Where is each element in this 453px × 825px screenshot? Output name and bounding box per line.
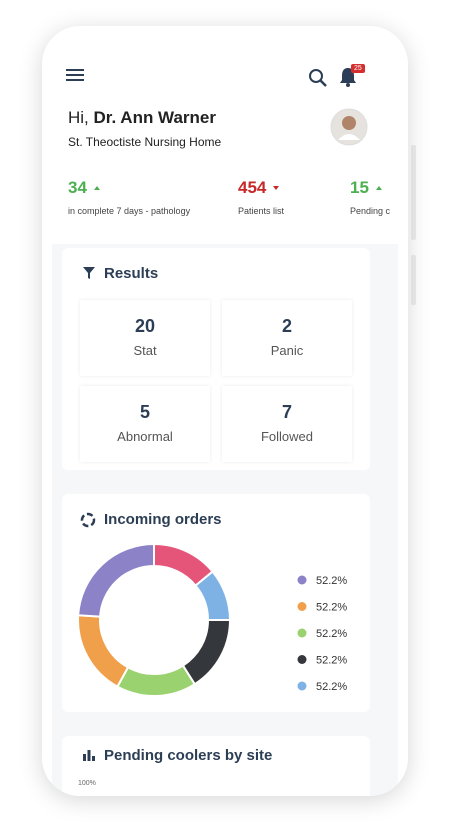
stat: 34 in complete 7 days - pathology — [68, 178, 228, 228]
stat-label: Pending c — [350, 206, 391, 216]
greeting-text: Hi, — [68, 108, 89, 127]
trend-shape — [273, 186, 280, 190]
search-icon[interactable] — [308, 68, 328, 88]
donut-segment — [77, 614, 130, 688]
legend-label: 52.2% — [316, 602, 347, 614]
legend-label: 52.2% — [316, 575, 347, 587]
avatar[interactable] — [330, 108, 368, 146]
donut-segment — [77, 542, 155, 618]
legend-dot — [297, 602, 307, 611]
axis-label: 100% — [78, 780, 96, 787]
donut-segment — [116, 664, 197, 697]
side-button — [411, 255, 416, 305]
stat: 454 Patients list — [238, 178, 398, 228]
legend-label: 52.2% — [316, 681, 347, 693]
facility: St. Theoctiste Nursing Home — [68, 135, 222, 149]
result-label: Panic — [270, 343, 304, 358]
result-cell: 7 Followed — [222, 386, 352, 462]
side-button — [411, 145, 416, 240]
result-value: 5 — [139, 402, 150, 422]
legend-label: 52.2% — [316, 655, 347, 667]
trend-shape — [93, 186, 100, 190]
bar-icon — [83, 750, 95, 761]
result-label: Abnormal — [117, 429, 173, 444]
legend-dot — [297, 575, 307, 585]
trend-arrow — [273, 186, 280, 190]
stat-label: in complete 7 days - pathology — [68, 206, 191, 216]
legend-dot — [297, 628, 307, 638]
stat-value: 454 — [238, 178, 267, 197]
result-cell: 2 Panic — [222, 300, 352, 376]
donut-chart: 52.2%52.2%52.2%52.2%52.2%1/2 — [77, 542, 347, 697]
stat: 15 Pending c — [350, 178, 396, 228]
result-value: 20 — [134, 316, 156, 336]
phone: 25 Hi, Dr. Ann Warner St. Theoctiste Nur… — [42, 26, 408, 796]
greeting: Hi, Dr. Ann Warner — [68, 108, 216, 128]
stat-label: Patients list — [238, 206, 285, 216]
orders-card: Incoming orders 52.2% 52.2% 52.2% 52.2% 52.2… — [62, 494, 370, 712]
result-label: Followed — [260, 429, 314, 444]
menu-icon[interactable] — [66, 68, 86, 84]
trend-arrow — [93, 186, 100, 190]
results-title: Results — [104, 265, 159, 282]
legend-dot — [297, 681, 307, 691]
result-cell: 20 Stat — [80, 300, 210, 376]
coolers-title: Pending coolers by site — [104, 747, 273, 764]
user-name: Dr. Ann Warner — [93, 108, 216, 127]
result-value: 7 — [281, 402, 292, 422]
legend-label: 52.2% — [316, 628, 347, 640]
notification-badge: 25 — [351, 64, 365, 73]
coolers-card: Pending coolers by site 100% — [62, 736, 370, 796]
filter-icon — [83, 267, 95, 279]
orders-title: Incoming orders — [104, 511, 222, 528]
orders-icon — [80, 512, 96, 528]
stat-value: 15 — [350, 178, 369, 197]
result-value: 2 — [281, 316, 292, 336]
trend-shape — [375, 186, 382, 190]
donut-segment — [181, 619, 232, 686]
trend-arrow — [375, 186, 382, 190]
results-card: Results 20 Stat 2 Panic 5 Abnormal 7 Followed — [62, 248, 370, 470]
result-label: Stat — [133, 343, 157, 358]
legend-dot — [297, 655, 307, 664]
result-cell: 5 Abnormal — [80, 386, 210, 462]
stat-value: 34 — [68, 178, 87, 197]
